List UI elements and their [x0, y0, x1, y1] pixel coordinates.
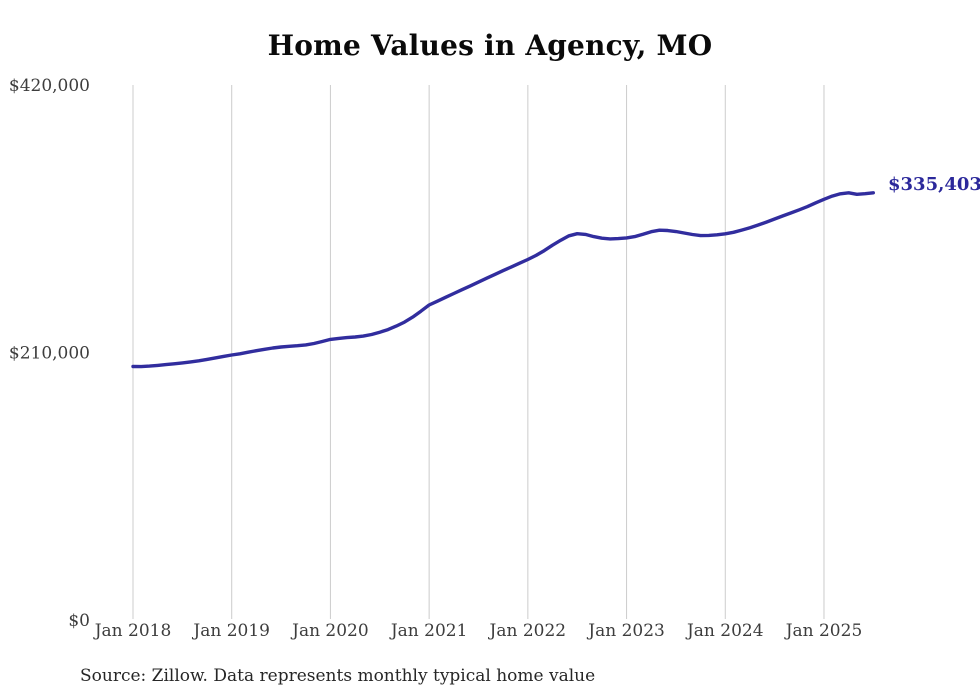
y-axis-tick-label: $0	[68, 611, 90, 631]
x-axis-tick-label: Jan 2019	[191, 621, 270, 641]
x-axis-tick-label: Jan 2020	[290, 621, 369, 641]
chart-title: Home Values in Agency, MO	[267, 29, 713, 62]
x-axis-tick-label: Jan 2025	[784, 621, 863, 641]
x-axis-tick-label: Jan 2023	[586, 621, 665, 641]
x-axis-tick-label: Jan 2024	[685, 621, 764, 641]
home-value-line-series	[131, 191, 875, 369]
x-axis-tick-label: Jan 2022	[488, 621, 567, 641]
x-axis-tick-label: Jan 2021	[389, 621, 468, 641]
x-axis-tick-label: Jan 2018	[93, 621, 172, 641]
final-value-label: $335,403	[888, 174, 980, 195]
y-axis-tick-label: $210,000	[9, 344, 90, 364]
y-axis-tick-label: $420,000	[9, 76, 90, 96]
source-note: Source: Zillow. Data represents monthly …	[80, 666, 596, 686]
